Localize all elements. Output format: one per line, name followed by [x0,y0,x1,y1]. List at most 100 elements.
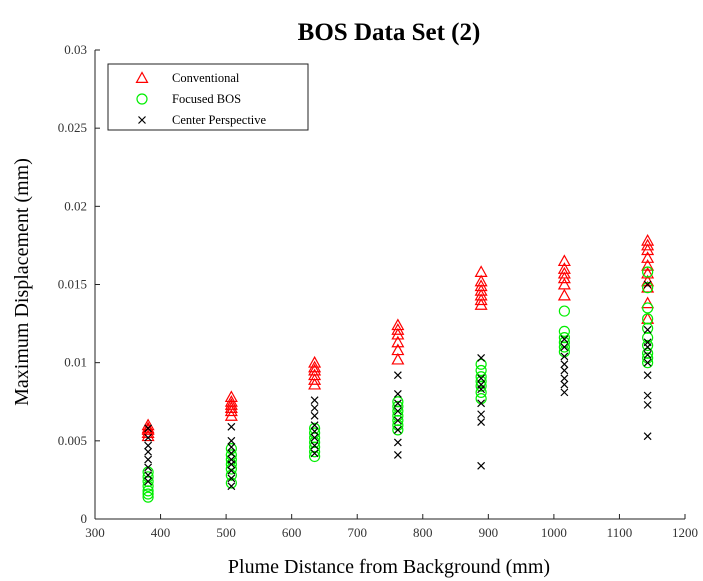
y-axis-label: Maximum Displacement (mm) [11,158,33,406]
center-perspective-point [144,447,153,456]
center-perspective-point [560,360,569,369]
x-tick-label: 1200 [672,525,698,540]
center-perspective-point [310,449,319,458]
conventional-point [641,274,655,287]
focused-bos-point [558,332,570,344]
center-perspective-point [477,380,486,389]
center-perspective-point [310,404,319,412]
center-perspective-point [643,371,652,380]
center-perspective-point [393,371,402,380]
focused-bos-point [558,325,570,337]
center-perspective-point [393,450,402,459]
conventional-point [474,265,488,277]
y-axis-ticks: 0 0.005 0.01 0.015 0.02 0.025 0.03 [58,42,100,526]
y-tick-label: 0.025 [58,120,87,135]
x-tick-label: 300 [85,525,105,540]
focused-bos-point [642,357,654,369]
focused-bos-point [142,491,154,503]
center-perspective-point [310,411,319,420]
legend-marker-conventional [135,71,149,84]
focused-bos-point [392,424,404,436]
focused-bos-point [475,358,487,370]
focused-bos-point [392,405,404,417]
x-tick-label: 400 [151,525,171,540]
center-perspective-point [643,400,652,409]
focused-bos-point [642,282,654,294]
conventional-point [557,262,571,274]
center-perspective-point [310,396,319,405]
y-tick-label: 0.005 [58,433,87,448]
center-perspective-point [144,424,153,433]
y-tick-label: 0 [81,511,88,526]
conventional-point [641,259,655,271]
focused-bos-point [475,386,487,398]
center-perspective-point [560,335,569,344]
center-perspective-point [643,280,652,289]
center-perspective-point [144,471,153,480]
center-perspective-point [560,380,569,389]
conventional-point [224,398,238,410]
conventional-point [391,352,405,365]
center-perspective-point [144,477,153,486]
chart-title: BOS Data Set (2) [298,19,481,46]
data-markers [141,233,655,503]
x-tick-label: 800 [413,525,433,540]
conventional-point [308,363,322,376]
x-tick-label: 700 [347,525,367,540]
y-tick-label: 0.02 [64,198,87,213]
x-tick-label: 500 [216,525,236,540]
focused-bos-point [309,450,321,463]
center-perspective-point [477,399,486,408]
conventional-point [224,390,238,403]
conventional-point [641,233,655,246]
y-tick-label: 0.03 [64,42,87,57]
center-perspective-point [310,441,319,450]
focused-bos-point [475,380,487,392]
legend-marker-center-perspective [138,116,146,124]
conventional-point [308,355,322,368]
conventional-point [141,421,155,434]
center-perspective-point [477,410,486,419]
center-perspective-point [477,374,486,383]
focused-bos-point [142,485,154,497]
conventional-point [391,318,405,331]
center-perspective-point [560,366,569,375]
focused-bos-point [475,371,487,383]
focused-bos-point [642,339,654,352]
focused-bos-point [642,322,654,334]
conventional-point [141,418,155,431]
center-perspective-point [393,416,402,425]
y-tick-label: 0.015 [58,277,87,292]
focused-bos-point [642,266,654,278]
center-perspective-point [560,352,569,361]
center-perspective-point [227,422,236,431]
center-perspective-point [144,433,153,442]
focused-bos-point [142,475,154,488]
center-perspective-point [643,391,652,400]
x-axis-ticks: 300 400 500 600 700 800 900 1000 1100 1200 [85,514,698,540]
center-perspective-point [643,358,652,367]
focused-bos-point [642,313,654,325]
center-perspective-point [227,443,236,452]
conventional-point [557,277,571,290]
focused-bos-point [309,441,321,453]
center-perspective-point [643,338,652,347]
center-perspective-point [477,354,486,362]
center-perspective-point [310,427,319,436]
focused-bos-point [642,347,654,359]
legend-label-center-perspective: Center Perspective [172,113,267,127]
x-tick-label: 600 [282,525,302,540]
center-perspective-point [144,455,153,464]
legend-label-focused-bos: Focused BOS [172,92,241,106]
focused-bos-point [309,422,321,434]
conventional-point [474,274,488,287]
center-perspective-point [560,388,569,397]
focused-bos-point [142,488,154,500]
x-tick-label: 1000 [541,525,567,540]
center-perspective-point [227,436,236,445]
focused-bos-point [392,414,404,427]
center-perspective-point [643,432,652,441]
conventional-point [557,254,571,267]
focused-bos-point [309,432,321,444]
